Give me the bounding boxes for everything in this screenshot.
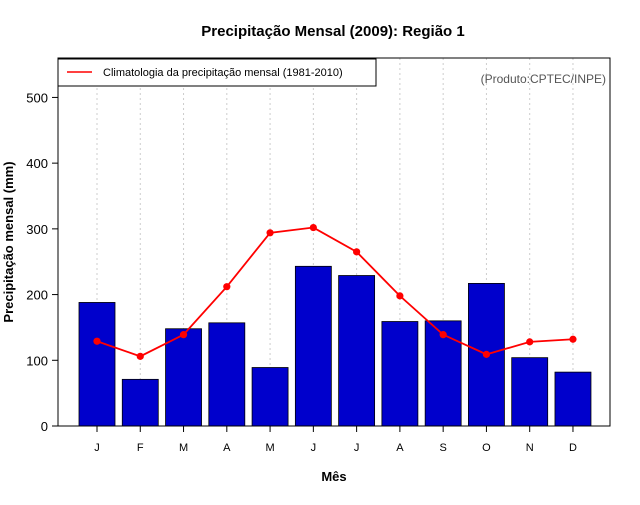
legend-box — [57, 58, 377, 87]
climatology-point-10 — [482, 350, 491, 358]
climatology-point-11 — [526, 338, 534, 346]
bar-6 — [294, 265, 332, 427]
y-tick-label: 500 — [26, 90, 48, 105]
x-tick-label: O — [482, 442, 491, 454]
y-axis-label: Precipitação mensal (mm) — [1, 161, 16, 322]
bar-11 — [511, 357, 549, 427]
bar-3 — [165, 328, 202, 427]
source-credit: (Produto:CPTEC/INPE) — [481, 72, 606, 86]
y-tick-label: 0 — [41, 419, 48, 434]
y-tick-label: 200 — [26, 288, 48, 303]
bar-5 — [251, 367, 289, 427]
climatology-line-series — [93, 223, 577, 360]
climatology-point-7 — [353, 248, 361, 256]
x-tick-label: N — [526, 442, 534, 454]
bars — [78, 265, 592, 427]
climatology-point-3 — [179, 331, 188, 339]
legend-entry-climatology: Climatologia da precipitação mensal (198… — [103, 67, 343, 79]
x-tick-label: D — [569, 442, 577, 454]
bar-4 — [208, 322, 246, 427]
x-tick-label: A — [223, 442, 231, 454]
x-tick-label: A — [396, 442, 404, 454]
x-axis-label: Mês — [321, 469, 346, 484]
climatology-point-6 — [309, 223, 317, 232]
y-tick-label: 400 — [26, 156, 48, 171]
x-tick-label: M — [265, 442, 274, 454]
x-tick-label: S — [439, 442, 446, 454]
chart-title: Precipitação Mensal (2009): Região 1 — [201, 23, 464, 40]
y-axis: 0 100 200 300 400 500 — [26, 90, 58, 434]
x-tick-label: J — [94, 442, 100, 454]
x-tick-label: J — [354, 442, 360, 454]
y-tick-label: 300 — [26, 222, 48, 237]
climatology-point-9 — [439, 331, 447, 339]
climatology-point-1 — [93, 337, 101, 345]
bar-1 — [78, 302, 116, 427]
bar-12 — [554, 371, 592, 427]
climatology-point-2 — [136, 352, 144, 360]
climatology-point-12 — [569, 335, 577, 343]
x-tick-label: F — [137, 442, 144, 454]
y-tick-label: 100 — [26, 353, 48, 368]
legend: Climatologia da precipitação mensal (198… — [57, 58, 377, 87]
climatology-line — [96, 226, 574, 358]
bar-2 — [121, 378, 159, 427]
bar-7 — [338, 275, 376, 427]
climatology-point-8 — [396, 292, 404, 300]
climatology-point-5 — [266, 229, 274, 237]
x-tick-label: M — [179, 442, 188, 454]
x-tick-label: J — [311, 442, 317, 454]
climatology-point-4 — [223, 283, 231, 291]
plot-frame — [57, 57, 611, 427]
bar-8 — [381, 321, 419, 427]
